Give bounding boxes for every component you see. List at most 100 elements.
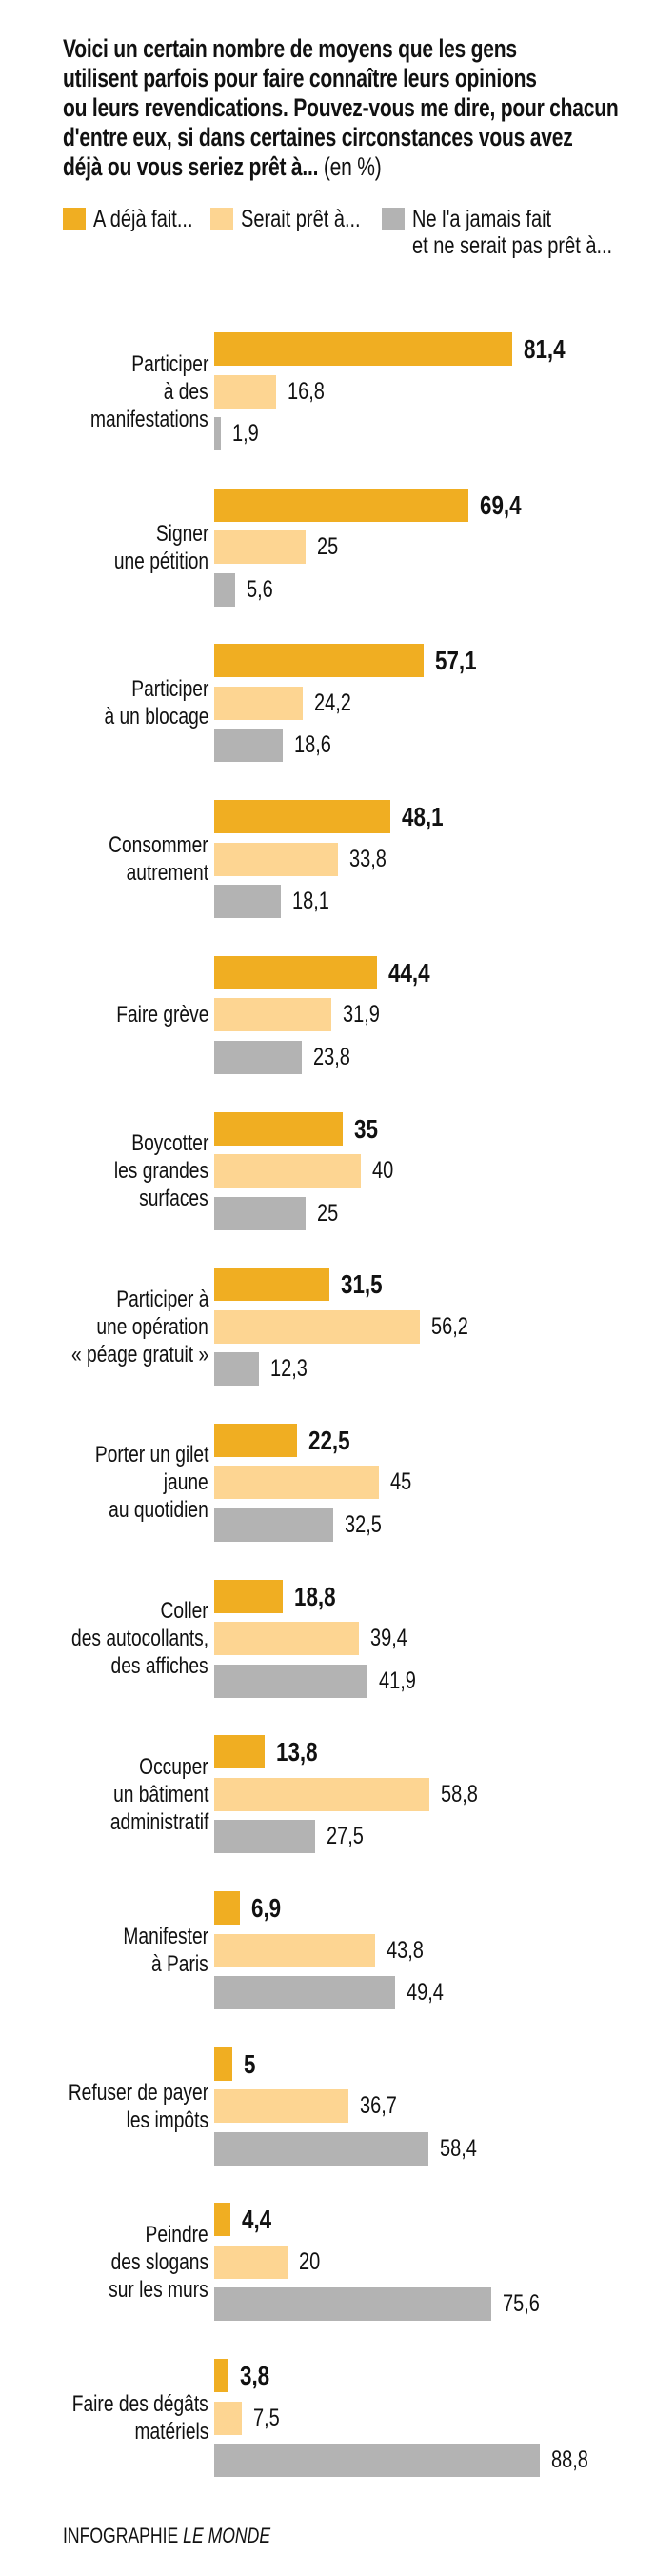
legend-label-line: Serait prêt à... [241,206,390,232]
value-label: 25 [317,1197,344,1230]
value-text: 88,8 [550,2446,588,2474]
category-label-line: « péage gratuit » [37,1341,208,1368]
value-text: 58,8 [441,1780,479,1807]
value-label: 18,8 [294,1580,347,1613]
bar-serait-pret [214,1933,375,1967]
value-label: 25 [317,530,344,564]
bar-serait-pret [214,1777,430,1811]
bar-serait-pret [214,2245,288,2279]
category-label-line: un bâtiment [86,1781,208,1808]
category-label-line: Consommer [84,831,208,859]
bar-deja-fait [214,2047,233,2081]
category-text: à un blocage [104,704,208,730]
bar-deja-fait [214,1111,343,1146]
title-line: utilisent parfois pour faire connaître l… [63,64,655,93]
category-label-line: à des [61,378,208,406]
bar-jamais [214,2444,540,2478]
category-label-line: Occuper [86,1753,208,1781]
value-text: 23,8 [312,1043,350,1070]
value-label: 1,9 [232,417,266,450]
value-text: 39,4 [369,1625,407,1652]
title-line: d'entre eux, si dans certaines circonsta… [63,123,655,152]
category-label-line: Faire grève [93,1001,208,1028]
category-text: Occuper [139,1753,208,1780]
bar-serait-pret [214,1466,380,1500]
value-label: 39,4 [370,1622,417,1655]
bar-jamais [214,1976,396,2009]
value-label: 5 [244,2047,259,2081]
title-unit: (en %) [323,152,382,181]
bar-jamais [214,1040,302,1074]
legend-text: A déjà fait... [93,206,193,232]
value-text: 69,4 [480,489,522,520]
bar-deja-fait [214,332,513,366]
title-line: déjà ou vous seriez prêt à... (en %) [63,152,655,182]
category-label-line: Signer [90,520,209,548]
category-label-line: une pétition [90,548,208,575]
bar-serait-pret [214,2401,242,2435]
value-text: 25 [317,1199,339,1227]
value-label: 58,4 [440,2132,486,2166]
category-text: au quotidien [109,1497,208,1524]
category-label: Peindre des slogans sur les murs [84,2221,208,2304]
credit-brand: LE MONDE [183,2524,271,2547]
bar-serait-pret [214,842,339,876]
value-text: 31,9 [342,1001,380,1028]
value-label: 44,4 [388,956,441,989]
value-text: 58,4 [439,2134,477,2162]
legend-label-line: A déjà fait... [93,206,218,232]
category-label-line: à Paris [102,1950,208,1978]
value-text: 20 [299,2247,321,2275]
value-label: 49,4 [407,1976,453,2009]
value-text: 49,4 [407,1979,445,2006]
category-text: des affiches [110,1653,208,1680]
category-label-line: les impôts [33,2107,208,2134]
category-text: Peindre [145,2221,208,2247]
category-label-line: des slogans [84,2248,208,2276]
value-text: 33,8 [349,845,387,872]
category-label-line: Participer à [37,1286,208,1313]
value-label: 23,8 [313,1041,360,1074]
value-label: 31,9 [343,998,389,1031]
category-label: Refuser de payer les impôts [33,2079,208,2134]
value-text: 18,1 [291,888,329,915]
bar-deja-fait [214,2359,228,2393]
category-label-line: des affiches [37,1652,208,1680]
value-label: 32,5 [345,1508,391,1542]
category-label-line: au quotidien [67,1496,208,1524]
value-label: 45 [390,1466,417,1499]
value-text: 5,6 [246,575,273,603]
legend-swatch [210,208,233,230]
category-text: des slogans [110,2248,208,2275]
value-text: 56,2 [431,1312,469,1340]
category-text: une opération [96,1313,208,1340]
bar-serait-pret [214,2089,349,2124]
value-text: 40 [372,1157,394,1184]
bar-deja-fait [214,955,377,989]
value-text: 36,7 [360,2092,398,2120]
value-label: 18,1 [292,885,339,918]
category-label-line: manifestations [61,406,208,433]
category-text: les grandes [113,1158,208,1184]
category-text: à Paris [151,1951,208,1977]
bar-deja-fait [214,1891,240,1925]
value-text: 3,8 [239,2361,269,2391]
value-label: 69,4 [480,489,532,522]
title-text: d'entre eux, si dans certaines circonsta… [63,123,573,152]
value-label: 33,8 [349,843,396,876]
bar-deja-fait [214,800,391,834]
category-text: Faire grève [115,1002,208,1028]
value-label: 31,5 [341,1268,393,1301]
value-text: 4,4 [241,2205,272,2235]
category-label-line: sur les murs [84,2276,208,2304]
value-label: 3,8 [240,2359,277,2392]
category-label-line: les grandes [90,1157,208,1185]
category-text: Refuser de payer [68,2079,208,2106]
category-label-line: Manifester [102,1923,208,1950]
category-label-line: Refuser de payer [33,2079,208,2107]
category-label-line: surfaces [90,1185,208,1212]
category-text: Consommer [109,832,208,859]
legend-swatch [382,208,405,230]
value-text: 31,5 [341,1269,383,1300]
category-label: Participer à des manifestations [61,350,208,433]
